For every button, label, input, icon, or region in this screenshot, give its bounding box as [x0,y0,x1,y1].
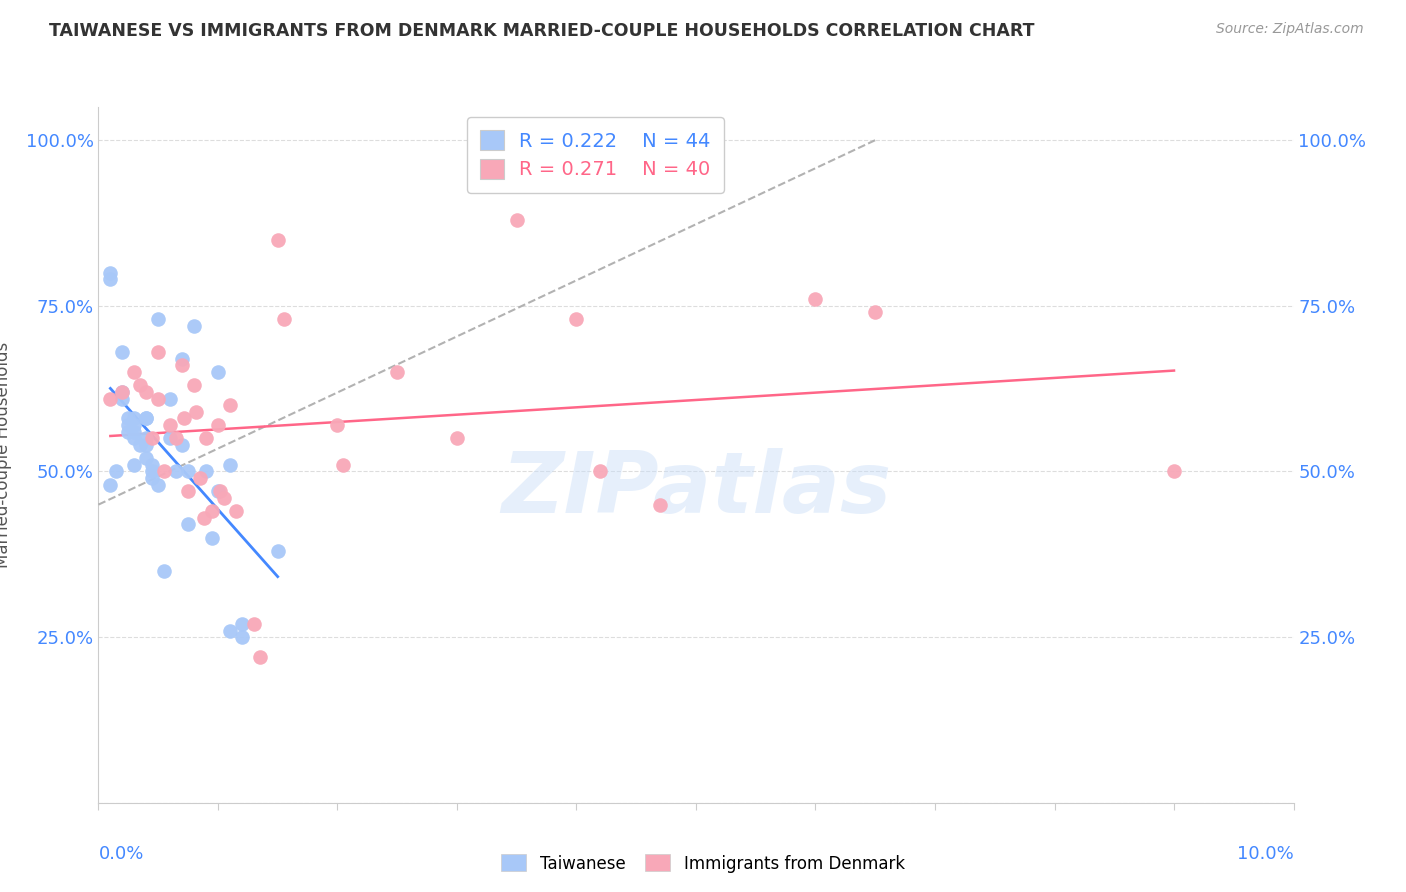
Point [201,531,224,545]
Point [219,398,242,412]
Point [201,504,224,518]
Point [1163,465,1185,479]
Point [124,425,146,439]
Point [135,411,157,425]
Point [165,431,187,445]
Point [243,616,266,631]
Point [273,312,295,326]
Point [207,484,229,499]
Point [195,431,218,445]
Point [124,411,146,425]
Point [225,504,247,518]
Point [124,458,146,472]
Point [249,650,271,665]
Point [135,384,157,399]
Point [172,351,194,366]
Point [195,465,218,479]
Point [173,411,195,425]
Point [172,359,194,373]
Point [267,544,290,558]
Point [326,418,349,433]
Point [148,312,170,326]
Text: TAIWANESE VS IMMIGRANTS FROM DENMARK MARRIED-COUPLE HOUSEHOLDS CORRELATION CHART: TAIWANESE VS IMMIGRANTS FROM DENMARK MAR… [49,22,1035,40]
Point [804,292,827,306]
Point [141,465,163,479]
Point [129,438,152,452]
Point [141,431,163,445]
Point [148,345,170,359]
Point [153,465,176,479]
Point [135,431,157,445]
Point [141,471,163,485]
Point [172,438,194,452]
Point [165,465,187,479]
Point [212,491,235,505]
Point [117,425,139,439]
Point [124,418,146,433]
Point [100,477,122,491]
Point [183,318,205,333]
Point [231,630,253,644]
Text: Source: ZipAtlas.com: Source: ZipAtlas.com [1216,22,1364,37]
Point [207,418,229,433]
Point [148,392,170,406]
Point [111,392,134,406]
Point [863,305,887,319]
Point [385,365,409,379]
Point [186,405,208,419]
Point [117,411,139,425]
Point [219,458,242,472]
Point [111,345,134,359]
Point [219,624,242,638]
Point [141,458,163,472]
Point [565,312,588,326]
Point [135,451,157,466]
Point [117,418,139,433]
Point [111,384,134,399]
Point [506,212,529,227]
Point [332,458,354,472]
Point [124,365,146,379]
Point [153,564,176,578]
Legend: R = 0.222    N = 44, R = 0.271    N = 40: R = 0.222 N = 44, R = 0.271 N = 40 [467,117,724,193]
Point [589,465,612,479]
Point [446,431,468,445]
Point [100,272,122,286]
Legend: Taiwanese, Immigrants from Denmark: Taiwanese, Immigrants from Denmark [495,847,911,880]
Point [100,266,122,280]
Point [105,465,128,479]
Point [177,484,200,499]
Text: ZIPatlas: ZIPatlas [501,448,891,532]
Point [267,233,290,247]
Point [135,411,157,425]
Point [111,384,134,399]
Point [231,616,253,631]
Point [188,471,211,485]
Point [124,431,146,445]
Point [159,392,181,406]
Point [100,392,122,406]
Text: 0.0%: 0.0% [98,845,143,863]
Y-axis label: Married-couple Households: Married-couple Households [0,342,11,568]
Point [159,418,181,433]
Point [177,517,200,532]
Text: 10.0%: 10.0% [1237,845,1294,863]
Point [183,378,205,392]
Point [159,431,181,445]
Point [207,365,229,379]
Point [177,465,200,479]
Point [193,511,215,525]
Point [135,438,157,452]
Point [650,498,672,512]
Point [129,378,152,392]
Point [148,477,170,491]
Point [209,484,232,499]
